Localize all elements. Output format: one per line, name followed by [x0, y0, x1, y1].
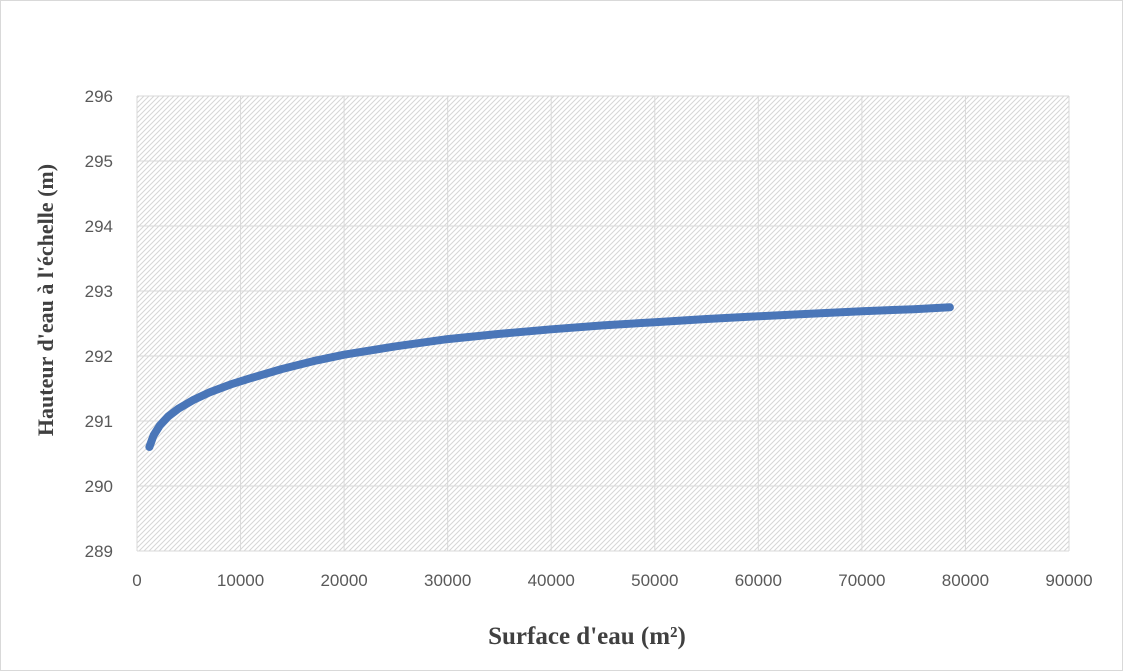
- y-tick-label: 296: [85, 87, 113, 106]
- series-line: [145, 303, 954, 451]
- x-tick-label: 50000: [631, 571, 678, 590]
- y-tick-labels: 289 290 291 292 293 294 295 296: [85, 87, 113, 561]
- gridlines: [136, 95, 1070, 552]
- x-tick-label: 20000: [320, 571, 367, 590]
- x-axis-title: Surface d'eau (m²): [488, 623, 686, 650]
- x-tick-label: 0: [132, 571, 141, 590]
- y-tick-label: 289: [85, 542, 113, 561]
- y-tick-label: 291: [85, 412, 113, 431]
- y-tick-label: 295: [85, 152, 113, 171]
- y-tick-label: 293: [85, 282, 113, 301]
- x-tick-label: 60000: [735, 571, 782, 590]
- x-tick-label: 90000: [1045, 571, 1092, 590]
- y-axis-title: Hauteur d'eau à l'échelle (m): [33, 164, 58, 436]
- x-tick-label: 10000: [217, 571, 264, 590]
- y-tick-label: 290: [85, 477, 113, 496]
- y-tick-label: 294: [85, 217, 113, 236]
- x-tick-label: 30000: [424, 571, 471, 590]
- x-tick-label: 80000: [942, 571, 989, 590]
- x-tick-labels: 0 10000 20000 30000 40000 50000 60000 70000 8000…: [132, 571, 1092, 590]
- y-tick-label: 292: [85, 347, 113, 366]
- x-tick-label: 70000: [838, 571, 885, 590]
- x-tick-label: 40000: [528, 571, 575, 590]
